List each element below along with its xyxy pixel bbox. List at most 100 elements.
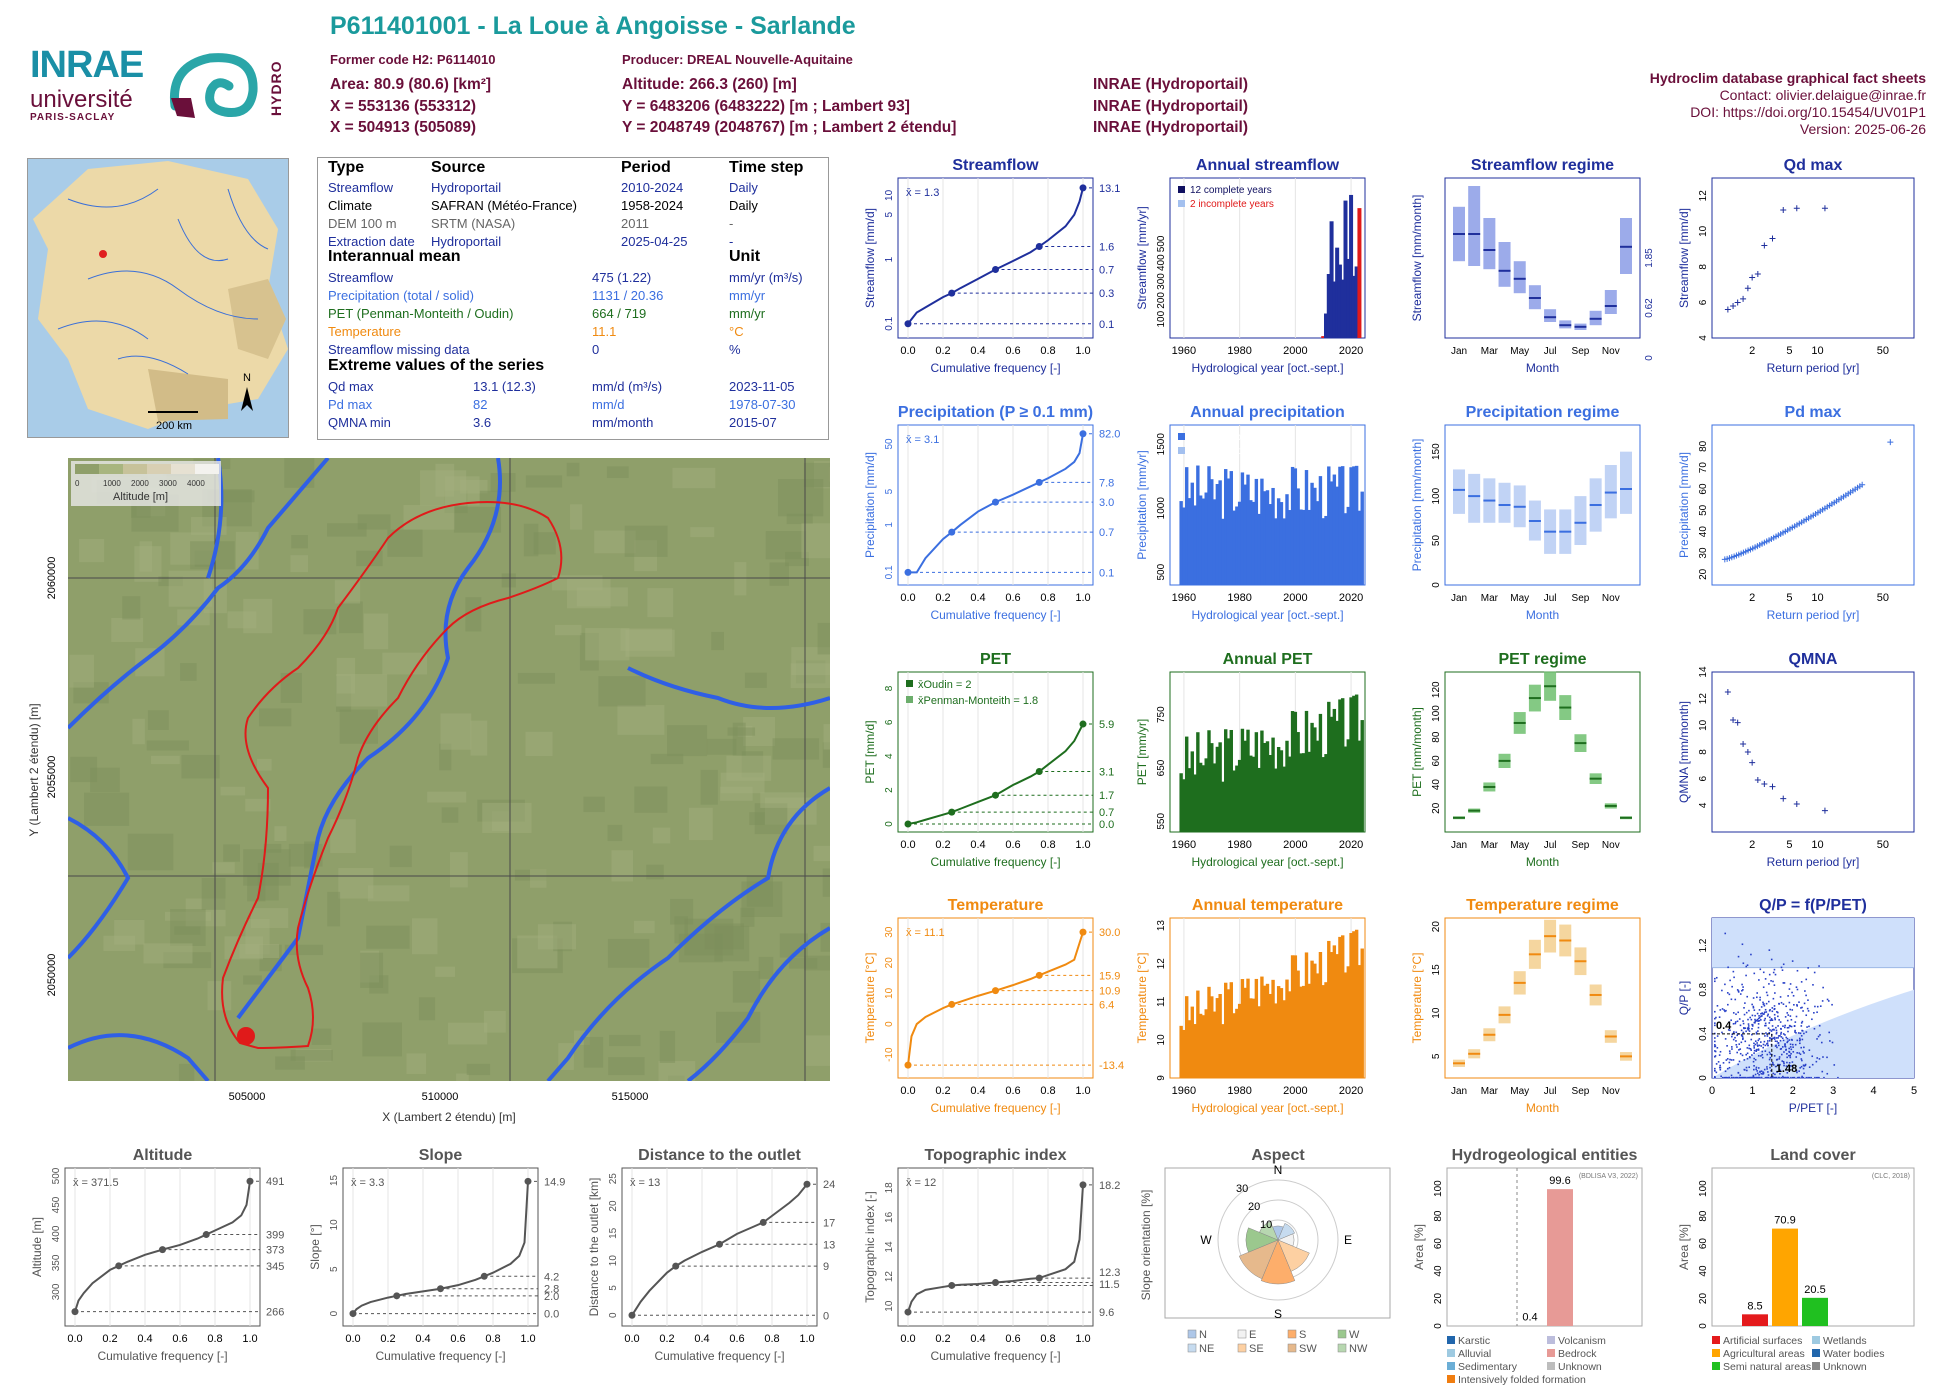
y-tick-label: 80	[1433, 1210, 1444, 1222]
credits-doi[interactable]: DOI: https://doi.org/10.15454/UV01P1	[1690, 104, 1926, 120]
right-tick-label: 7.8	[1099, 477, 1114, 489]
terrain-patch	[667, 725, 708, 757]
data-point	[1859, 481, 1866, 488]
x-tick-label: 1980	[1227, 345, 1251, 357]
mean-label: Precipitation (total / solid)	[328, 288, 474, 303]
annual-bar	[1313, 487, 1317, 585]
daily-point	[1744, 1027, 1747, 1029]
daily-point	[1788, 1047, 1790, 1050]
altitude-legend-tick: 1000	[103, 479, 121, 488]
x-tick-label: 0.2	[935, 592, 950, 604]
annual-bar	[1260, 478, 1264, 585]
daily-point	[1748, 1066, 1751, 1069]
daily-point	[1760, 1070, 1763, 1072]
quantile-marker	[948, 289, 956, 297]
legend-label: Wetlands	[1823, 1335, 1867, 1347]
daily-point	[1736, 1046, 1738, 1048]
annual-bar	[1285, 979, 1289, 1078]
daily-point	[1761, 1012, 1763, 1014]
annual-bar	[1182, 507, 1186, 585]
daily-point	[1782, 1033, 1785, 1035]
terrain-patch	[720, 772, 765, 794]
credits-title: Hydroclim database graphical fact sheets	[1649, 70, 1926, 86]
terrain-patch	[158, 576, 183, 587]
annual-bar	[1196, 990, 1200, 1078]
daily-point	[1790, 1065, 1792, 1067]
legend-label: Water bodies	[1823, 1348, 1884, 1360]
terrain-patch	[611, 850, 634, 882]
annual-bar	[1349, 194, 1354, 338]
coord-source-2: INRAE (Hydroportail)	[1093, 98, 1248, 115]
terrain-patch	[303, 609, 337, 635]
data-point	[1761, 781, 1768, 787]
legend-swatch	[1447, 1375, 1455, 1383]
daily-point	[1777, 1037, 1779, 1039]
annual-bar	[1307, 509, 1311, 585]
series-type: Climate	[328, 198, 373, 213]
legend-swatch	[1178, 200, 1185, 207]
daily-point	[1785, 1048, 1787, 1051]
daily-point	[1784, 1016, 1787, 1018]
data-point	[1734, 719, 1741, 726]
altitude-legend-swatch	[123, 464, 147, 474]
x-tick-label: 510000	[422, 1091, 459, 1103]
y-tick-label: 100	[1431, 705, 1442, 722]
daily-point	[1782, 982, 1785, 984]
daily-point	[1747, 1025, 1750, 1027]
annual-bar	[1302, 985, 1306, 1078]
regime-box	[1483, 218, 1496, 270]
legend-swatch	[1812, 1336, 1820, 1344]
daily-point	[1725, 1059, 1728, 1061]
category-bar	[1772, 1228, 1798, 1326]
month-tick-label: Mar	[1481, 593, 1499, 604]
right-tick-label: 0	[1644, 355, 1655, 361]
chart-frame	[1444, 177, 1641, 339]
daily-point	[1752, 1005, 1755, 1008]
daily-point	[1779, 1039, 1782, 1042]
daily-point	[1818, 1024, 1821, 1027]
daily-point	[1804, 990, 1806, 992]
daily-point	[1785, 1036, 1788, 1039]
daily-point	[1754, 1018, 1756, 1021]
month-tick-label: May	[1510, 346, 1529, 357]
right-tick-label: 17	[823, 1217, 835, 1229]
quantile-marker	[904, 320, 912, 328]
y-tick-label: 50	[1698, 504, 1709, 516]
terrain-patch	[111, 617, 144, 642]
x-axis-label: Cumulative frequency [-]	[654, 1349, 784, 1363]
legend-label: x̄Oudin = 2	[918, 679, 972, 691]
annual-bar	[1235, 765, 1239, 832]
credits-contact[interactable]: Contact: olivier.delaigue@inrae.fr	[1719, 87, 1926, 103]
daily-point	[1724, 983, 1726, 986]
daily-point	[1748, 1030, 1751, 1032]
y-tick-label: 5	[884, 211, 895, 217]
y-tick-label: 4	[1698, 335, 1709, 341]
x-tick-label: 0	[1709, 1085, 1715, 1097]
daily-point	[1807, 967, 1809, 969]
x-axis-label: Hydrological year [oct.-sept.]	[1191, 1101, 1343, 1115]
daily-point	[1764, 1008, 1767, 1011]
chart-frame	[1446, 1167, 1643, 1327]
daily-point	[1803, 1032, 1805, 1035]
daily-point	[1805, 1031, 1808, 1033]
chart-qp_ppet: Q/P = f(P/PET)0.41.480 1 2 3 4 500.40.81.2Q/P…	[1677, 897, 1917, 1115]
y-tick-label: 15	[608, 1227, 619, 1239]
daily-point	[1775, 1029, 1778, 1032]
extreme-value: 3.6	[473, 415, 492, 430]
daily-point	[1762, 986, 1765, 989]
data-point	[1769, 783, 1776, 790]
north-label: N	[243, 372, 251, 384]
daily-point	[1757, 1067, 1760, 1069]
legend-swatch	[1812, 1349, 1820, 1357]
annual-bar	[1304, 952, 1309, 1078]
daily-point	[1760, 1006, 1763, 1008]
terrain-patch	[207, 490, 255, 503]
outlet-marker	[237, 1027, 255, 1045]
annual-bar	[1338, 699, 1342, 832]
y-tick-label: 10	[1156, 1034, 1167, 1046]
terrain-patch	[788, 958, 818, 969]
daily-point	[1831, 1003, 1833, 1006]
terrain-patch	[517, 935, 558, 969]
annual-bar	[1341, 466, 1345, 585]
